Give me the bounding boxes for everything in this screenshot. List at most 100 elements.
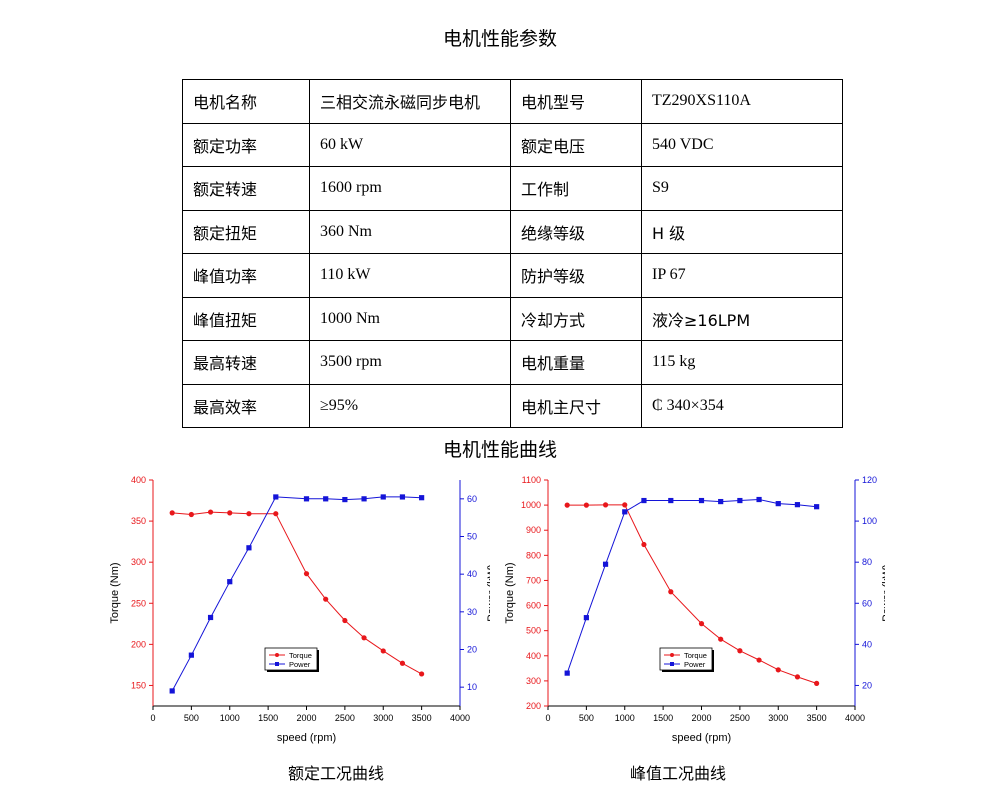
x-tick-label: 500 [579,713,594,723]
y-left-tick-label: 1000 [521,500,541,510]
power-point [361,496,367,502]
y-left-tick-label: 300 [526,676,541,686]
torque-point [323,596,329,602]
torque-point [756,657,762,663]
y-right-tick-label: 100 [862,516,877,526]
power-point [814,504,820,510]
y-right-tick-label: 20 [862,680,872,690]
power-point [641,497,647,504]
power-point [169,688,175,694]
param-label: 额定电压 [510,122,642,167]
motor-params-table: 电机名称 三相交流永磁同步电机 电机型号 TZ290XS110A 额定功率 60 kW 额定… [182,79,843,428]
param-label: 防护等级 [510,253,642,298]
param-label: 工作制 [510,166,642,211]
y-right-tick-label: 80 [862,557,872,567]
power-point [399,494,406,500]
x-tick-label: 4000 [450,713,470,723]
torque-point [419,671,425,677]
y-left-tick-label: 600 [526,601,541,611]
param-label: 最高转速 [182,340,310,385]
torque-point [583,502,589,508]
param-label: 最高效率 [182,383,310,428]
torque-point [794,674,801,680]
param-value: 1000 Nm [309,296,511,341]
power-point [342,496,348,503]
y-left-tick-label: 400 [526,651,541,661]
power-point [737,497,743,504]
power-point [564,670,570,676]
chart-svg: 0 500 1000 1500 2000 2500 3000 3500 4000 200 300 40… [504,475,885,744]
torque-point [564,502,570,508]
param-label: 电机主尺寸 [510,383,642,428]
y-right-tick-label: 60 [467,494,477,504]
power-point [622,509,628,515]
torque-point [668,589,674,595]
peak-curve-caption: 峰值工况曲线 [630,764,727,783]
param-value: 60 kW [309,122,511,167]
param-value: 1600 rpm [309,166,511,211]
torque-point [718,636,724,642]
param-value: 540 VDC [641,122,843,167]
power-point [698,497,705,504]
param-label: 额定功率 [182,122,310,167]
param-label: 绝缘等级 [510,209,642,254]
x-tick-label: 3500 [412,713,432,723]
y-right-tick-label: 20 [467,645,477,655]
torque-point [207,509,214,515]
torque-point [399,660,406,666]
x-tick-label: 2000 [691,713,711,723]
legend-marker [670,653,674,657]
power-point [668,497,674,504]
power-point [303,496,310,502]
x-tick-label: 2500 [730,713,750,723]
torque-point [188,511,194,518]
power-point [602,561,609,567]
x-tick-label: 1000 [615,713,635,723]
torque-point [814,680,820,686]
y-right-tick-label: 10 [467,682,477,692]
power-point [323,496,329,502]
param-value: ≥95% [309,383,511,428]
torque-point [342,617,348,624]
params-row: 电机名称 三相交流永磁同步电机 电机型号 TZ290XS110A [182,79,843,124]
y-left-axis-label: Torque (Nm) [504,562,516,623]
param-value: 三相交流永磁同步电机 [309,79,511,124]
param-value: H 级 [641,209,843,254]
y-left-tick-label: 300 [131,557,146,567]
chart-svg: 0 500 1000 1500 2000 2500 3000 3500 4000 150 200 25… [109,475,490,744]
x-tick-label: 0 [545,713,550,723]
legend-label: Torque [684,651,707,660]
torque-point [698,621,705,627]
y-right-tick-label: 60 [862,598,872,608]
rated-curve-chart: 0 500 1000 1500 2000 2500 3000 3500 4000 150 200 25… [100,470,490,755]
y-left-tick-label: 400 [131,475,146,485]
y-left-tick-label: 200 [526,701,541,711]
param-label: 冷却方式 [510,296,642,341]
power-point [718,498,724,505]
x-tick-label: 0 [150,713,155,723]
legend-marker [670,662,674,666]
legend-marker [275,662,279,666]
param-value: 115 kg [641,340,843,385]
x-tick-label: 2500 [335,713,355,723]
param-label: 电机重量 [510,340,642,385]
torque-point [737,648,743,654]
torque-point [246,511,252,517]
power-point [380,494,386,500]
x-tick-label: 3000 [373,713,393,723]
peak-curve-chart: 0 500 1000 1500 2000 2500 3000 3500 4000 200 300 40… [495,470,885,755]
series-line-power [566,498,817,674]
params-row: 峰值功率 110 kW 防护等级 IP 67 [182,253,843,298]
params-row: 峰值扭矩 1000 Nm 冷却方式 液冷≥16LPM [182,296,843,341]
power-point [188,652,194,658]
param-value: 液冷≥16LPM [641,296,843,341]
power-point [794,502,801,508]
x-axis-label: speed (rpm) [672,732,731,744]
params-row: 最高效率 ≥95% 电机主尺寸 ₵ 340×354 [182,383,843,428]
torque-point [602,502,609,508]
torque-point [303,571,310,577]
x-axis-label: speed (rpm) [277,732,336,744]
y-right-tick-label: 50 [467,532,477,542]
